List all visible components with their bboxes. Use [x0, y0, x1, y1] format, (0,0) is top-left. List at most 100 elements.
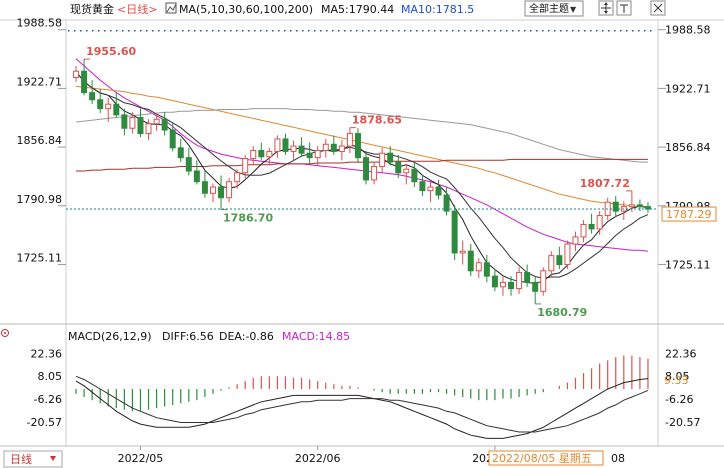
- candle: [105, 97, 112, 122]
- top-marker-dot: [596, 30, 598, 32]
- top-marker-dot: [86, 30, 88, 32]
- top-marker-dot: [308, 30, 310, 32]
- chevron-down-icon: ▼: [570, 5, 577, 14]
- candle: [411, 162, 418, 188]
- top-marker-dot: [476, 30, 478, 32]
- top-marker-dot: [602, 30, 604, 32]
- top-marker-dot: [320, 30, 322, 32]
- top-marker-dot: [260, 30, 262, 32]
- top-marker-dot: [338, 30, 340, 32]
- top-marker-dot: [626, 30, 628, 32]
- candle: [177, 138, 184, 163]
- close-panel-icon[interactable]: [650, 0, 666, 16]
- top-marker-dot: [452, 30, 454, 32]
- candle: [556, 246, 563, 269]
- price-tick-label-right: 1988.58: [665, 24, 711, 37]
- top-marker-dot: [362, 30, 364, 32]
- period-toggle-label: 日线: [10, 452, 32, 466]
- candle: [226, 178, 233, 203]
- top-marker-dot: [428, 30, 430, 32]
- candle: [137, 108, 144, 138]
- top-marker-dot: [146, 30, 148, 32]
- top-marker-dot: [164, 30, 166, 32]
- top-marker-dot: [134, 30, 136, 32]
- candle: [314, 146, 321, 166]
- top-marker-dot: [188, 30, 190, 32]
- top-marker-dot: [548, 30, 550, 32]
- candle: [548, 251, 555, 277]
- top-marker-dot: [254, 30, 256, 32]
- top-marker-dot: [326, 30, 328, 32]
- period-selector[interactable]: <日线>: [117, 2, 157, 16]
- top-marker-dot: [554, 30, 556, 32]
- candle: [73, 65, 80, 82]
- top-marker-dot: [170, 30, 172, 32]
- date-axis-suffix: 08: [611, 452, 625, 465]
- candle-body: [234, 172, 241, 183]
- candle: [282, 133, 289, 155]
- period-toggle[interactable]: 日线: [3, 450, 63, 468]
- candle: [161, 112, 168, 136]
- candle-body: [564, 243, 571, 266]
- macd-params-label: MACD(26,12,9): [68, 330, 152, 343]
- macd-line-dea: [75, 375, 649, 433]
- top-marker-dot: [578, 30, 580, 32]
- candle-body: [354, 133, 361, 159]
- price-tick-label-left: 1988.58: [17, 17, 63, 30]
- top-marker-dots: [68, 30, 652, 32]
- candle-body: [169, 129, 176, 149]
- top-marker-dot: [416, 30, 418, 32]
- top-marker-dot: [488, 30, 490, 32]
- indicator-icon[interactable]: [165, 2, 177, 14]
- macd-tick-label-right: 22.36: [665, 347, 697, 360]
- candle-body: [435, 186, 442, 196]
- candle-body: [491, 275, 498, 288]
- candle-body: [483, 262, 490, 277]
- candle-body: [266, 150, 273, 158]
- collapse-icon[interactable]: [616, 0, 632, 16]
- ma-line-ma100: [75, 108, 648, 163]
- candle: [443, 187, 450, 216]
- candle: [290, 140, 297, 161]
- candle-body: [572, 236, 579, 245]
- theme-dropdown[interactable]: 全部主题 ▼: [524, 0, 584, 17]
- candle-body: [588, 223, 595, 230]
- candle: [185, 147, 192, 176]
- top-marker-dot: [530, 30, 532, 32]
- candle: [403, 163, 410, 185]
- top-marker-dot: [272, 30, 274, 32]
- candle-body: [524, 272, 531, 283]
- macd-settings-icon[interactable]: [1, 329, 9, 337]
- candle-body: [282, 138, 289, 152]
- candle: [628, 190, 635, 212]
- crosshair-icon[interactable]: [598, 0, 614, 16]
- top-marker-dot: [116, 30, 118, 32]
- top-marker-dot: [638, 30, 640, 32]
- top-marker-dot: [440, 30, 442, 32]
- top-marker-dot: [344, 30, 346, 32]
- candle-body: [185, 157, 192, 172]
- candle-body: [298, 145, 305, 154]
- macd-ticks-left: 22.36 8.05 -6.26 -20.57: [27, 347, 62, 428]
- macd-line-diff: [75, 378, 649, 439]
- macd-current-value: 9.33: [664, 374, 689, 387]
- candle-body: [540, 270, 547, 292]
- macd-hist-value: MACD:14.85: [282, 330, 350, 343]
- price-tick-label-left: 1856.84: [17, 134, 63, 147]
- candle-body: [451, 210, 458, 254]
- candle: [524, 264, 531, 287]
- price-tick-label-right: 1856.84: [665, 141, 711, 154]
- candle: [97, 89, 104, 114]
- candle: [395, 154, 402, 179]
- top-marker-dot: [572, 30, 574, 32]
- top-marker-dot: [182, 30, 184, 32]
- candle: [145, 119, 152, 140]
- top-marker-dot: [542, 30, 544, 32]
- macd-tick-label-left: 8.05: [38, 370, 63, 383]
- top-marker-dot: [422, 30, 424, 32]
- candle: [201, 171, 208, 198]
- candle-body: [612, 201, 619, 212]
- macd-histogram: [75, 355, 649, 412]
- candle: [306, 142, 313, 164]
